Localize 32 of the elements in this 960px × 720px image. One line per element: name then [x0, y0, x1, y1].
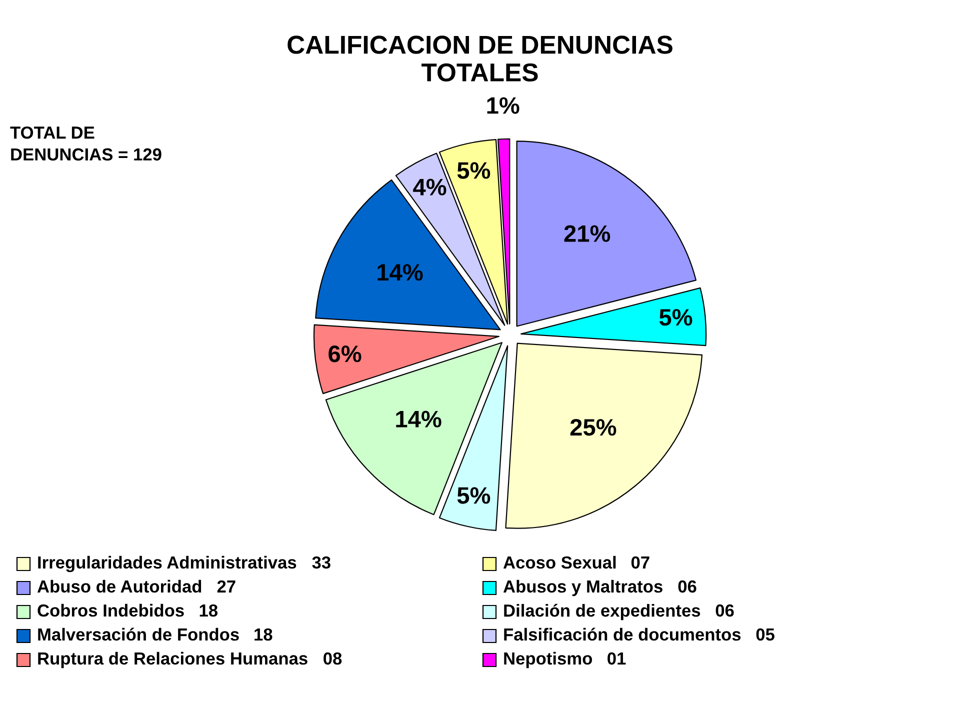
category-label: Nepotismo	[504, 652, 592, 668]
data-label: 6%	[328, 345, 362, 362]
data-label: 18	[200, 604, 218, 617]
data-label: 5%	[457, 487, 490, 504]
chart-title: CALIFICACION DE DENUNCIAS TOTALES	[288, 36, 672, 82]
data-label: 01	[608, 652, 626, 665]
data-label: 08	[324, 652, 342, 665]
data-label: 06	[678, 580, 696, 593]
category-label: Dilación de expedientes	[504, 604, 700, 620]
data-label: 5%	[457, 162, 490, 179]
category-label: Falsificación de documentos	[504, 628, 741, 641]
data-label: 14%	[378, 264, 423, 281]
category-label: Malversación de Fondos	[38, 628, 239, 641]
category-label: Cobros Indebidos	[38, 604, 184, 617]
text: TOTAL DE DENUNCIAS = 129	[10, 126, 162, 161]
data-label: 25%	[570, 418, 616, 436]
category-label: Ruptura de Relaciones Humanas	[38, 652, 308, 668]
data-label: 07	[631, 556, 650, 569]
category-label: Abuso de Autoridad	[37, 580, 202, 593]
data-label: 1%	[487, 97, 520, 114]
data-label: 5%	[659, 309, 692, 326]
category-label: Acoso Sexual	[503, 556, 616, 569]
category-label: Irregularidades Administrativas	[38, 556, 296, 572]
category-label: Abusos y Maltratos	[503, 580, 662, 596]
data-label: 14%	[396, 410, 442, 428]
data-label: 4%	[413, 178, 446, 196]
data-label: 05	[756, 628, 774, 641]
data-label: 27	[217, 580, 236, 592]
data-label: 33	[312, 556, 330, 569]
data-label: 06	[716, 604, 734, 617]
data-label: 21%	[564, 225, 610, 242]
data-label: 18	[254, 628, 272, 641]
